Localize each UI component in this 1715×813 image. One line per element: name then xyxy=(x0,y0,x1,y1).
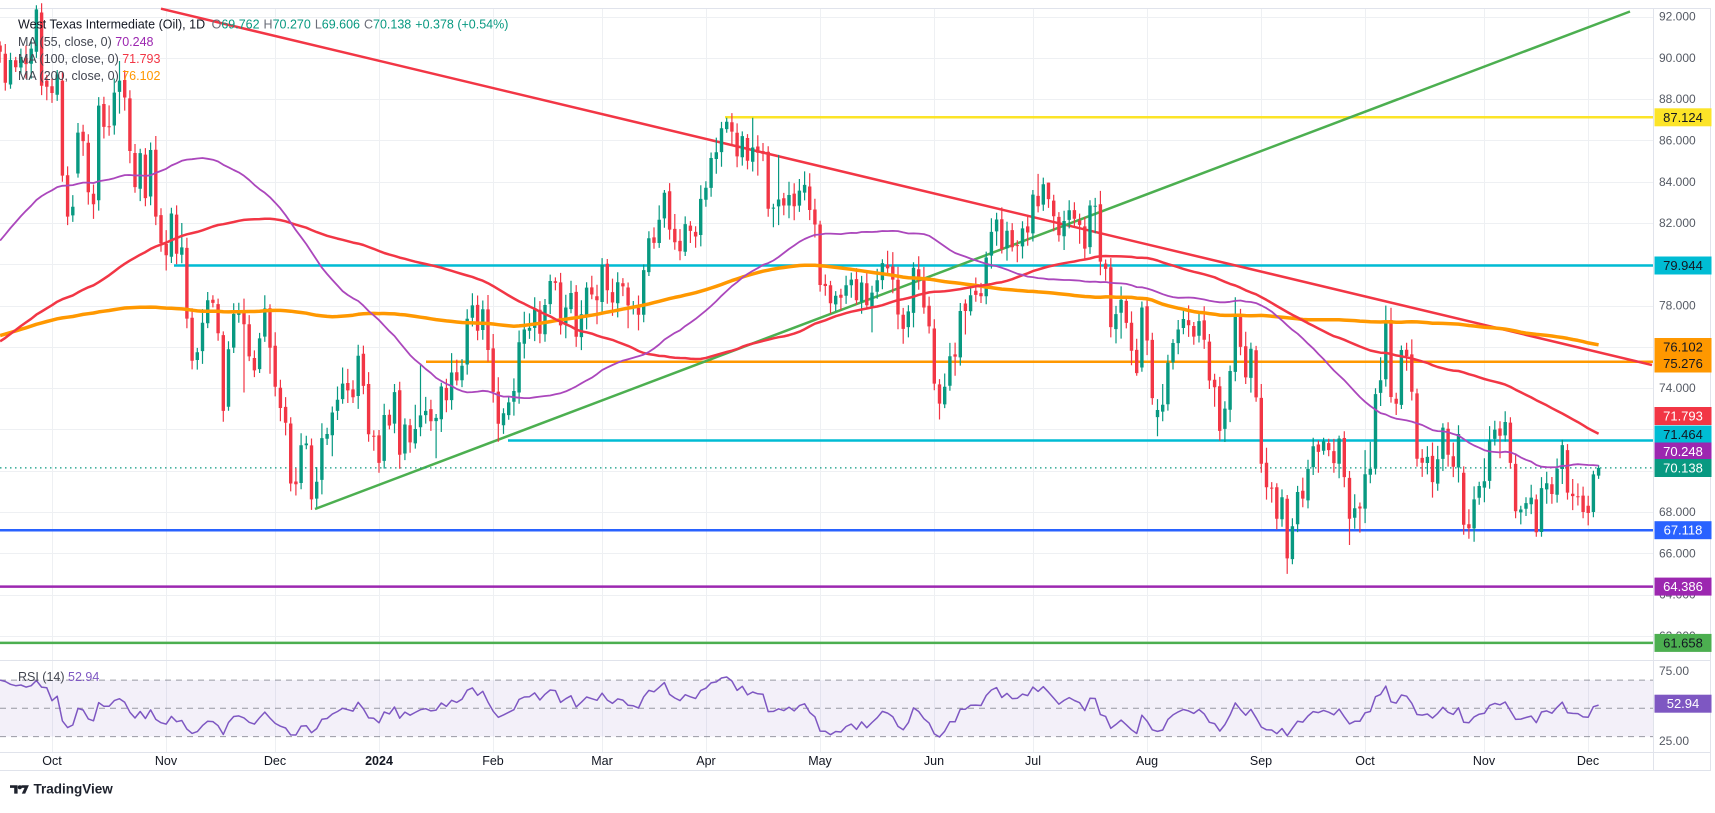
svg-text:68.000: 68.000 xyxy=(1659,505,1696,519)
svg-text:MA (55, close, 0) 70.248: MA (55, close, 0) 70.248 xyxy=(18,35,154,49)
svg-text:Aug: Aug xyxy=(1136,754,1158,768)
svg-text:Jun: Jun xyxy=(924,754,944,768)
svg-text:74.000: 74.000 xyxy=(1659,381,1696,395)
svg-text:Dec: Dec xyxy=(264,754,286,768)
svg-text:84.000: 84.000 xyxy=(1659,175,1696,189)
svg-text:MA (100, close, 0) 71.793: MA (100, close, 0) 71.793 xyxy=(18,52,160,66)
svg-text:Jul: Jul xyxy=(1025,754,1041,768)
svg-text:TradingView: TradingView xyxy=(34,782,114,797)
svg-text:86.000: 86.000 xyxy=(1659,134,1696,148)
svg-text:52.94: 52.94 xyxy=(1667,696,1700,711)
svg-text:71.793: 71.793 xyxy=(1663,409,1703,424)
svg-text:92.000: 92.000 xyxy=(1659,10,1696,24)
svg-text:Sep: Sep xyxy=(1250,754,1272,768)
svg-text:76.102: 76.102 xyxy=(1663,340,1703,355)
svg-text:Feb: Feb xyxy=(482,754,504,768)
svg-text:67.118: 67.118 xyxy=(1664,523,1703,538)
svg-text:25.00: 25.00 xyxy=(1659,734,1689,748)
svg-text:75.276: 75.276 xyxy=(1663,356,1703,371)
svg-text:MA (200, close, 0) 76.102: MA (200, close, 0) 76.102 xyxy=(18,69,160,83)
svg-text:70.248: 70.248 xyxy=(1663,444,1703,459)
svg-text:Nov: Nov xyxy=(1473,754,1496,768)
svg-text:West Texas Intermediate (Oil),: West Texas Intermediate (Oil), 1D O69.76… xyxy=(18,18,508,32)
svg-text:90.000: 90.000 xyxy=(1659,51,1696,65)
svg-text:88.000: 88.000 xyxy=(1659,92,1696,106)
svg-text:70.138: 70.138 xyxy=(1663,461,1703,476)
svg-text:Oct: Oct xyxy=(1355,754,1375,768)
svg-text:Nov: Nov xyxy=(155,754,178,768)
svg-text:87.124: 87.124 xyxy=(1663,110,1703,125)
svg-text:Oct: Oct xyxy=(42,754,62,768)
svg-text:61.658: 61.658 xyxy=(1663,635,1703,650)
svg-text:Dec: Dec xyxy=(1577,754,1599,768)
svg-text:71.464: 71.464 xyxy=(1663,427,1703,442)
svg-text:79.944: 79.944 xyxy=(1663,258,1703,273)
svg-text:64.386: 64.386 xyxy=(1663,579,1703,594)
svg-text:2024: 2024 xyxy=(365,754,393,768)
svg-text:82.000: 82.000 xyxy=(1659,216,1696,230)
svg-text:Mar: Mar xyxy=(591,754,613,768)
svg-text:RSI (14) 52.94: RSI (14) 52.94 xyxy=(18,670,99,684)
svg-text:May: May xyxy=(808,754,832,768)
svg-text:78.000: 78.000 xyxy=(1659,299,1696,313)
svg-text:75.00: 75.00 xyxy=(1659,664,1689,678)
svg-text:Apr: Apr xyxy=(696,754,715,768)
svg-text:66.000: 66.000 xyxy=(1659,546,1696,560)
